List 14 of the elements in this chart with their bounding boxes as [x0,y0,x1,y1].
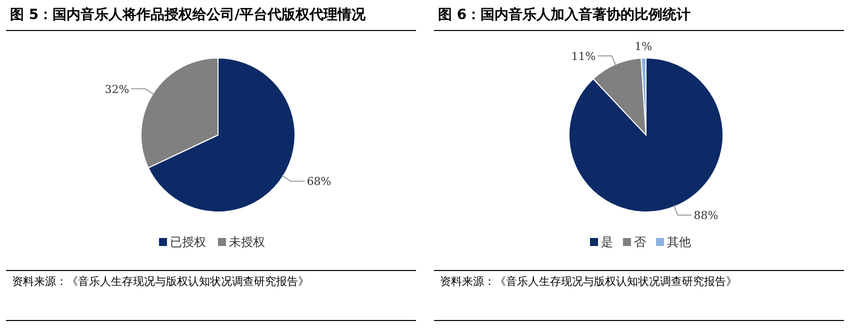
data-label: 68% [306,175,332,188]
text: 资料来源：《音乐人生存现况与版权认知状况调查研究报告》 [440,274,738,290]
chart-title: 图 6：国内音乐人加入音著协的比例统计 [438,6,691,24]
text: 资料来源：《音乐人生存现况与版权认知状况调查研究报告》 [12,274,310,290]
legend-label: 未授权 [229,235,265,249]
data-label: 1% [634,40,652,54]
data-label: 88% [694,209,718,222]
chart-title: 图 5：国内音乐人将作品授权给公司/平台代版权代理情况 [10,6,366,24]
legend-label: 否 [634,235,646,249]
legend-label: 已授权 [170,235,206,249]
data-label: 11% [571,50,596,63]
data-label: 32% [104,82,130,96]
legend-label: 其他 [667,235,691,249]
legend-label: 是 [601,235,613,249]
